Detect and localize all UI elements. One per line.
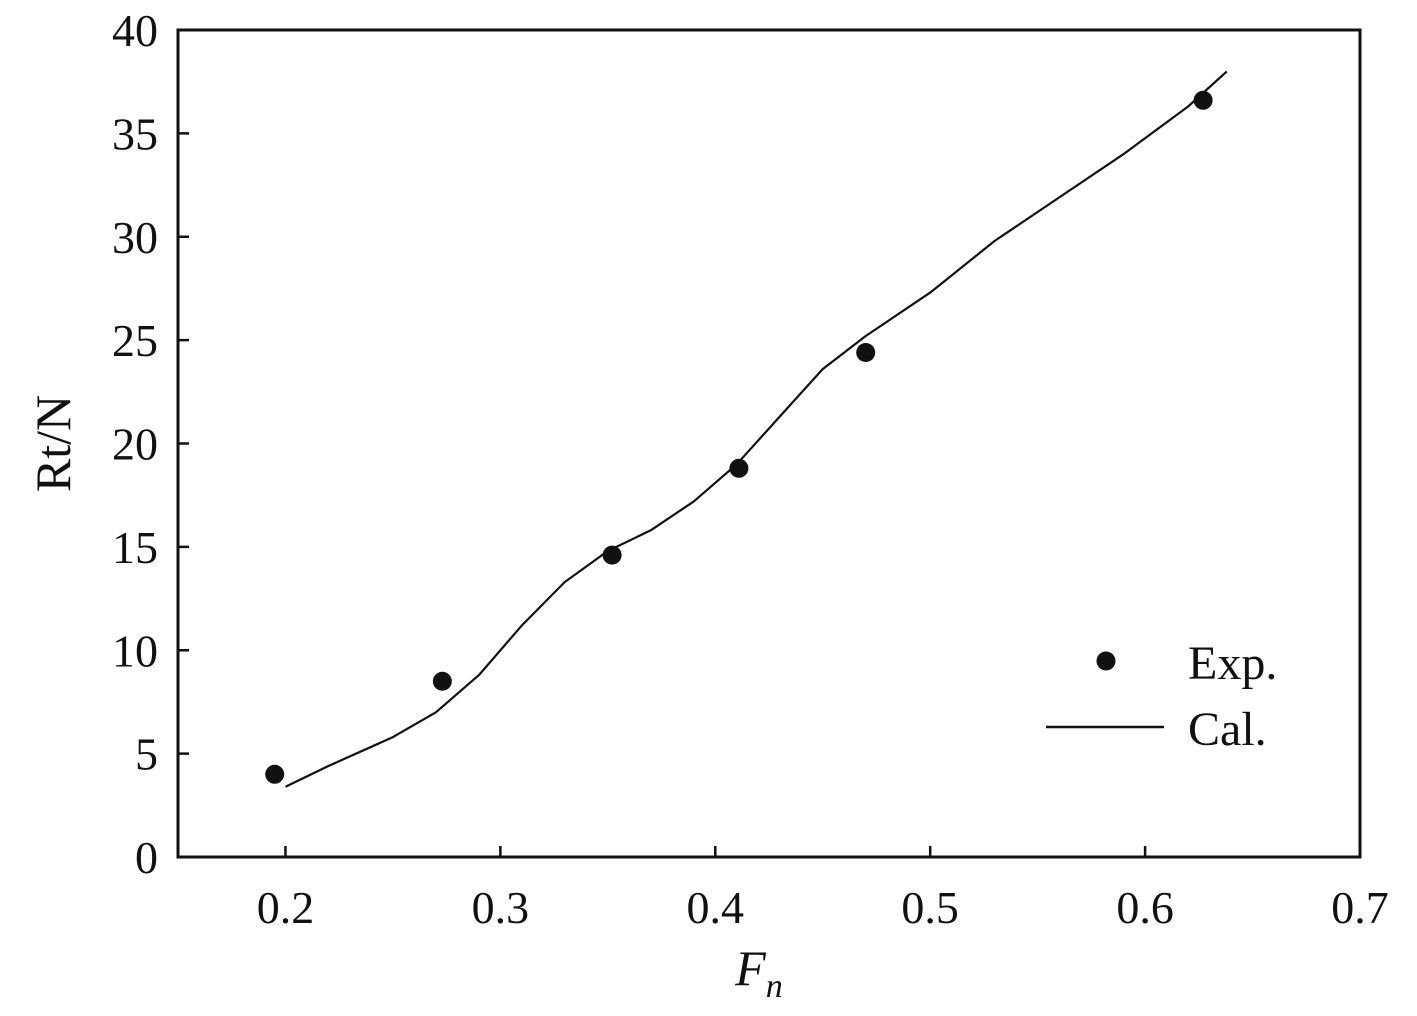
y-tick-label: 25 (112, 315, 158, 366)
x-tick-label: 0.5 (901, 882, 959, 933)
plot-frame (176, 28, 1362, 859)
x-tick-label: 0.7 (1331, 882, 1389, 933)
y-tick-label: 40 (112, 5, 158, 56)
legend-exp-marker (1096, 651, 1116, 671)
y-tick-label: 10 (112, 625, 158, 676)
x-tick-label: 0.4 (687, 882, 745, 933)
x-tick-label: 0.6 (1116, 882, 1174, 933)
cal-series-line (285, 70, 1228, 788)
exp-data-point (1193, 90, 1213, 110)
y-tick-label: 15 (112, 522, 158, 573)
y-axis-label: Rt/N (25, 395, 81, 492)
exp-data-point (602, 545, 622, 565)
y-tick-label: 5 (135, 729, 158, 780)
x-tick-label: 0.3 (472, 882, 530, 933)
exp-data-point (856, 343, 876, 363)
exp-data-point (265, 764, 285, 784)
legend-exp-label: Exp. (1188, 637, 1277, 690)
exp-data-point (432, 671, 452, 691)
y-tick-label: 0 (135, 832, 158, 883)
y-tick-label: 35 (112, 108, 158, 159)
y-tick-label: 20 (112, 419, 158, 470)
x-tick-label: 0.2 (257, 882, 315, 933)
legend-cal-label: Cal. (1188, 703, 1267, 756)
y-tick-label: 30 (112, 212, 158, 263)
x-axis-label: Fn (734, 940, 783, 1005)
exp-data-point (729, 458, 749, 478)
